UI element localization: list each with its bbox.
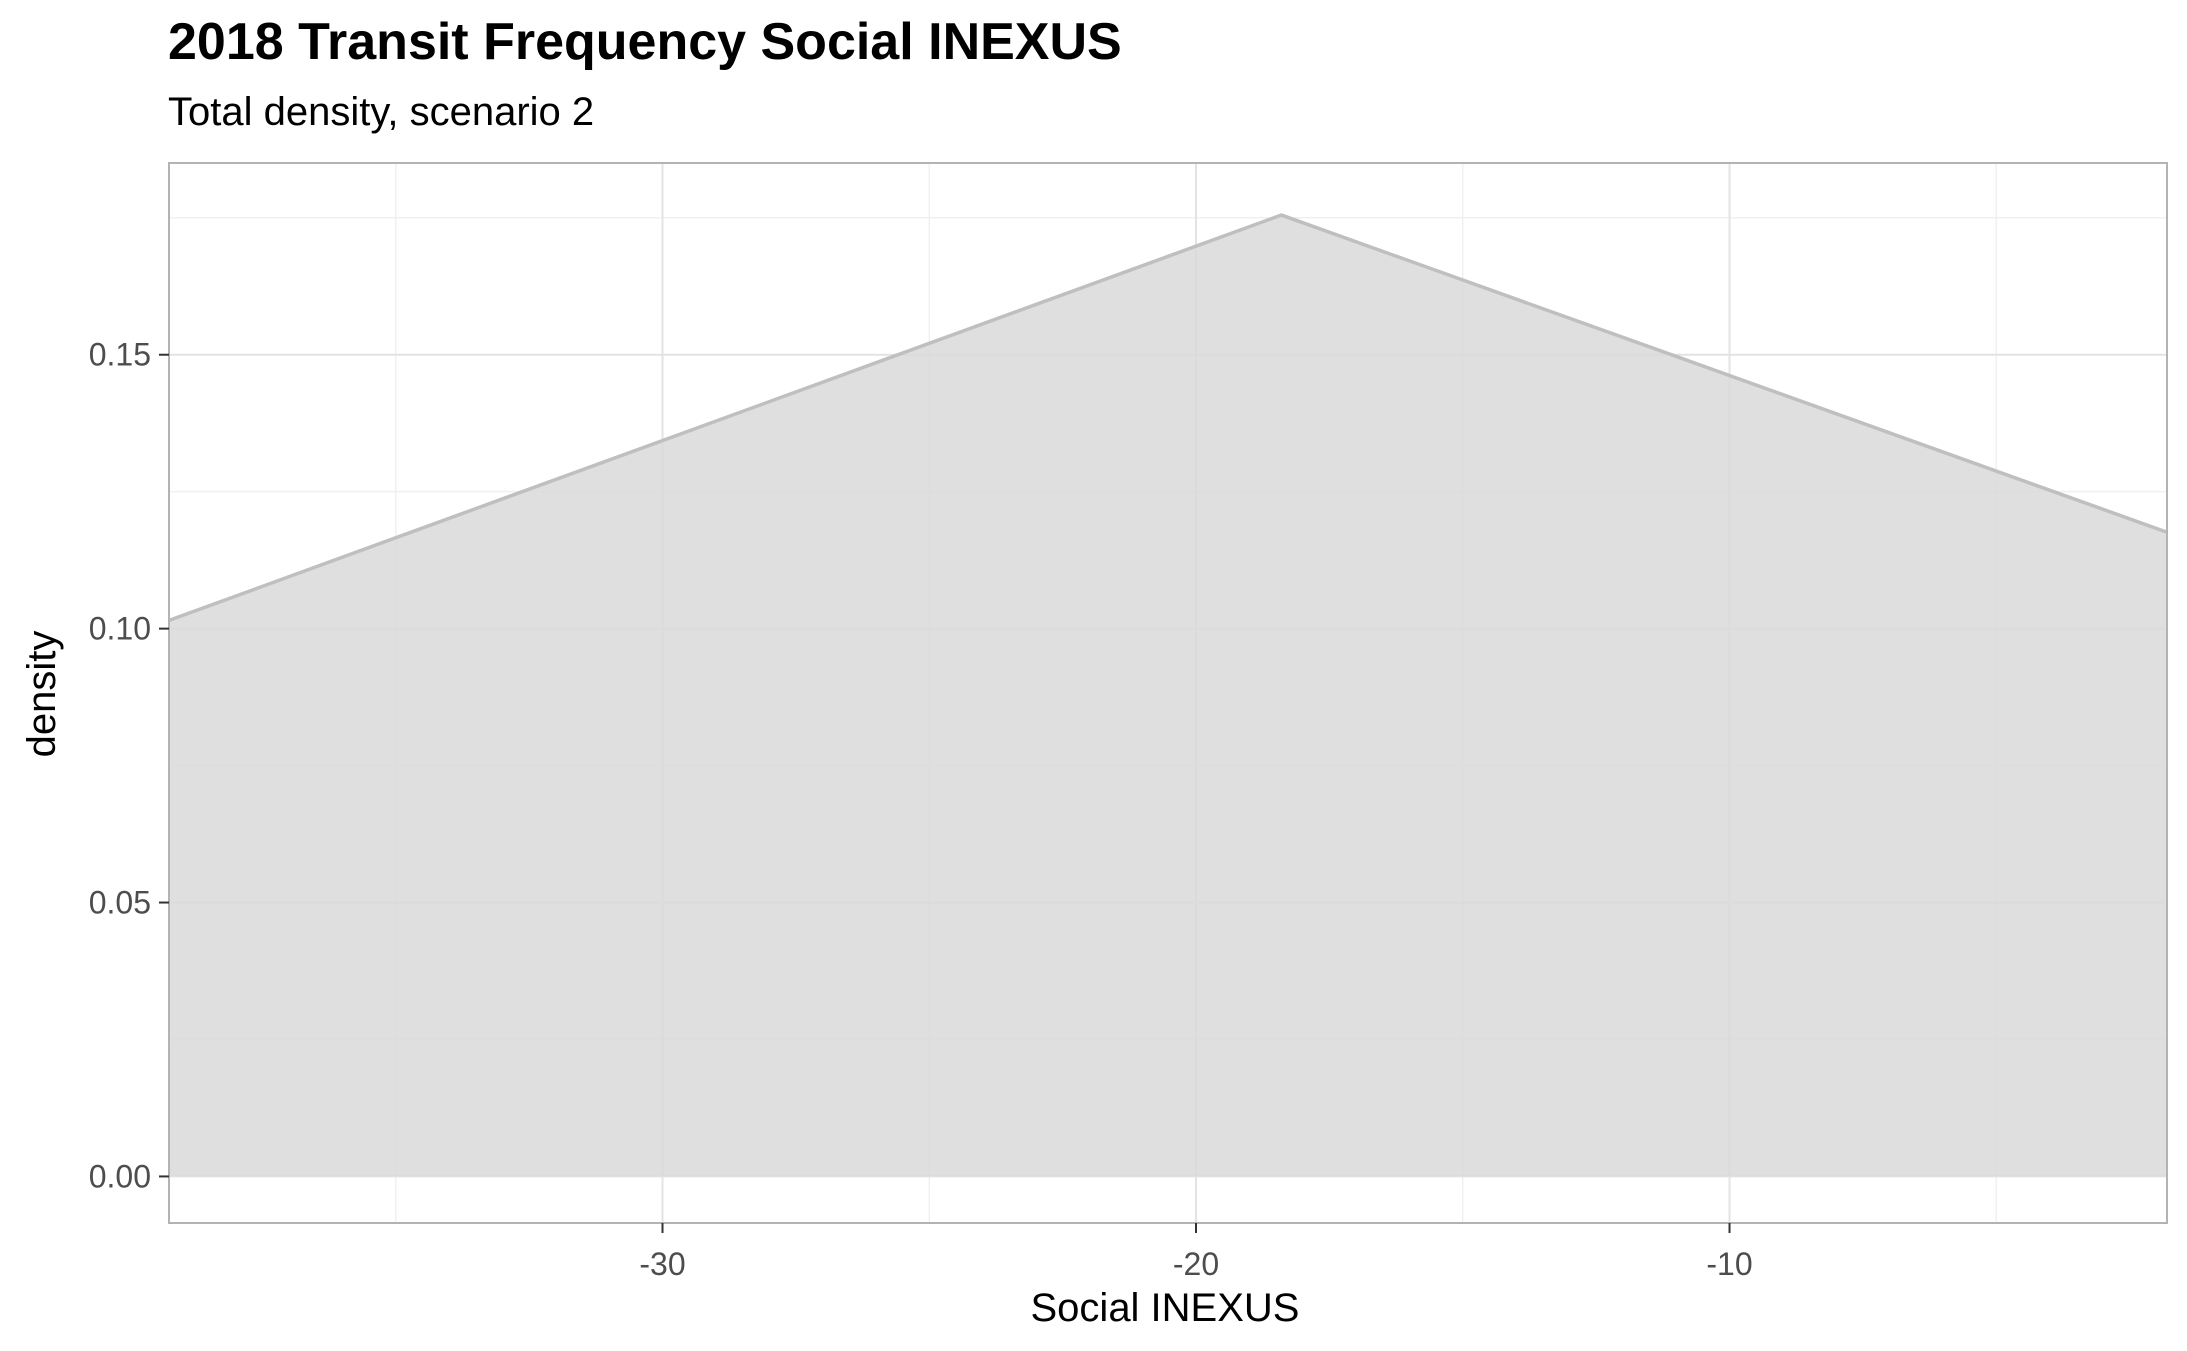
- y-tick-label: 0.00: [89, 1158, 151, 1194]
- axis-ticks: [159, 353, 1731, 1233]
- density-area: [169, 215, 2167, 1177]
- chart-title: 2018 Transit Frequency Social INEXUS: [168, 13, 1122, 71]
- y-tick-label: 0.10: [89, 611, 151, 647]
- x-tick-label: -10: [1706, 1246, 1752, 1282]
- panel-border: [168, 162, 2168, 1224]
- x-tick-label: -20: [1173, 1246, 1219, 1282]
- y-tick-label: 0.15: [89, 337, 151, 373]
- x-axis-tick-labels: -30 -20 -10: [639, 1246, 1752, 1282]
- x-axis-title: Social INEXUS: [1031, 1286, 1300, 1330]
- x-tick-label: -30: [639, 1246, 685, 1282]
- y-axis-title: density: [20, 631, 64, 758]
- y-tick-label: 0.05: [89, 885, 151, 921]
- y-axis-tick-labels: 0.00 0.05 0.10 0.15: [89, 337, 151, 1195]
- density-line: [168, 213, 2168, 623]
- chart-subtitle: Total density, scenario 2: [168, 90, 595, 134]
